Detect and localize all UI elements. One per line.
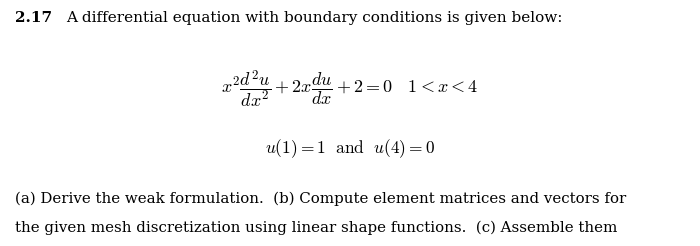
Text: (a) Derive the weak formulation.  (b) Compute element matrices and vectors for: (a) Derive the weak formulation. (b) Com… bbox=[15, 192, 626, 206]
Text: A differential equation with boundary conditions is given below:: A differential equation with boundary co… bbox=[66, 11, 563, 25]
Text: the given mesh discretization using linear shape functions.  (c) Assemble them: the given mesh discretization using line… bbox=[15, 220, 618, 234]
Text: $u(1) = 1 \ \ \text{and} \ \ u(4) = 0$: $u(1) = 1 \ \ \text{and} \ \ u(4) = 0$ bbox=[265, 138, 435, 160]
Text: $x^2\dfrac{d^2u}{dx^2} + 2x\dfrac{du}{dx} + 2 = 0 \quad 1 < x < 4$: $x^2\dfrac{d^2u}{dx^2} + 2x\dfrac{du}{dx… bbox=[221, 69, 479, 110]
Text: 2.17: 2.17 bbox=[15, 11, 52, 25]
